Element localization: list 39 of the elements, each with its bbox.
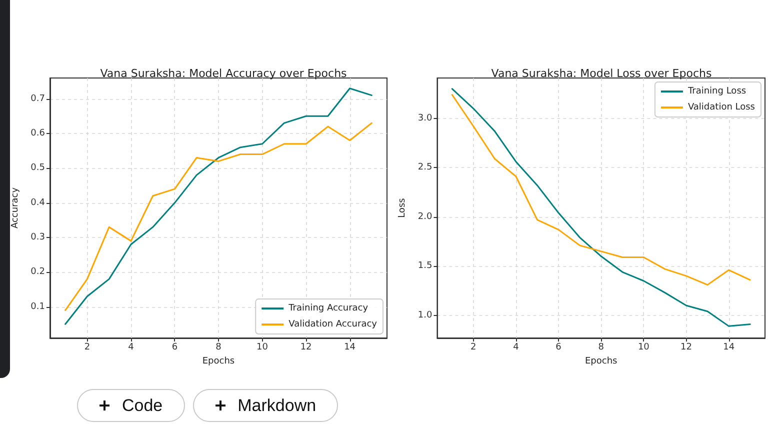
legend-label: Validation Accuracy (288, 320, 378, 330)
button[interactable]: Code (77, 389, 185, 422)
x-axis-title: Epochs (584, 356, 618, 366)
button[interactable]: Markdown (192, 389, 338, 422)
x-tick-label: 12 (680, 342, 692, 352)
x-tick-label: 2 (84, 342, 90, 352)
y-tick-label: 0.2 (30, 267, 45, 278)
legend-label: Validation Loss (688, 102, 756, 112)
x-tick-label: 14 (344, 342, 356, 352)
x-tick-label: 14 (723, 342, 735, 352)
x-tick-label: 4 (513, 342, 520, 352)
y-tick-label: 2.0 (418, 212, 432, 222)
x-tick-label: 6 (556, 342, 562, 352)
y-tick-label: 0.7 (30, 94, 45, 104)
x-tick-label: 10 (638, 342, 650, 352)
x-tick-label: 6 (172, 342, 178, 352)
y-tick-label: 1.5 (418, 261, 432, 272)
x-tick-label: 10 (256, 342, 268, 352)
y-tick-label: 0.4 (30, 198, 46, 208)
legend-label: Training Accuracy (288, 304, 369, 314)
x-tick-label: 4 (128, 342, 134, 352)
x-tick-label: 8 (216, 342, 222, 352)
chart-title: Vana Suraksha: Model Loss over Epochs (491, 67, 712, 80)
y-tick-label: 0.1 (30, 302, 45, 312)
y-tick-label: 0.3 (30, 232, 45, 242)
line-series (64, 122, 372, 312)
y-tick-label: 3.0 (418, 113, 432, 124)
y-axis-title: Accuracy (10, 186, 20, 229)
chart-title: Vana Suraksha: Model Accuracy over Epochs (100, 67, 348, 80)
y-tick-label: 1.0 (418, 310, 432, 320)
y-tick-label: 0.5 (30, 163, 45, 174)
x-tick-label: 12 (300, 342, 312, 352)
y-tick-label: 2.5 (418, 162, 432, 173)
x-tick-label: 2 (470, 342, 476, 352)
legend-label: Training Loss (686, 86, 746, 96)
y-axis-title: Loss (398, 198, 408, 218)
x-tick-label: 8 (598, 342, 604, 352)
x-axis-title: Epochs (202, 356, 235, 366)
y-tick-label: 0.6 (30, 128, 46, 138)
